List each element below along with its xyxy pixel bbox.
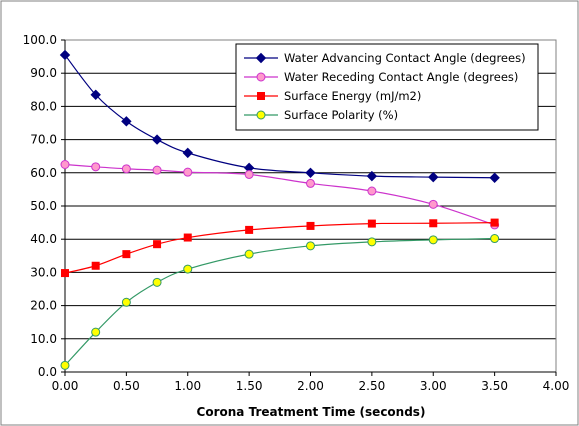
series-3 xyxy=(61,218,499,278)
data-point xyxy=(367,237,377,247)
data-point xyxy=(60,160,70,169)
data-point xyxy=(428,171,439,183)
legend-marker xyxy=(256,110,266,120)
data-point xyxy=(121,297,131,307)
legend-item: Surface Energy (mJ/m2) xyxy=(244,89,421,103)
legend-box xyxy=(235,43,539,131)
legend-marker xyxy=(256,72,266,82)
y-tick-label: 80.0 xyxy=(30,99,57,113)
x-tick-label: 0.50 xyxy=(113,379,140,393)
data-point xyxy=(152,277,162,287)
x-tick-label: 0.00 xyxy=(52,379,79,393)
data-point xyxy=(244,249,254,259)
data-point xyxy=(429,219,438,228)
y-tick-label: 0.0 xyxy=(38,365,57,379)
data-point xyxy=(490,234,500,244)
y-tick-label: 50.0 xyxy=(30,199,57,213)
data-point xyxy=(60,360,70,370)
data-point xyxy=(91,261,100,270)
data-point xyxy=(245,225,254,234)
data-point xyxy=(182,147,193,159)
x-tick-label: 2.00 xyxy=(297,379,324,393)
series-2 xyxy=(60,160,500,230)
data-point xyxy=(183,167,193,177)
y-tick-label: 70.0 xyxy=(30,133,57,147)
y-tick-label: 100.0 xyxy=(23,33,57,47)
legend-label: Water Advancing Contact Angle (degrees) xyxy=(284,51,526,65)
data-point xyxy=(367,186,377,196)
series-line xyxy=(64,237,495,366)
data-point xyxy=(490,218,499,227)
data-point xyxy=(121,116,132,127)
y-tick-label: 60.0 xyxy=(30,166,57,180)
data-point xyxy=(428,199,438,209)
data-point xyxy=(121,164,131,174)
data-point xyxy=(152,165,162,175)
data-point xyxy=(122,250,131,259)
data-point xyxy=(59,49,71,61)
legend-marker xyxy=(255,52,267,64)
x-tick-label: 1.00 xyxy=(174,379,201,393)
data-point xyxy=(91,327,101,337)
legend-item: Water Receding Contact Angle (degrees) xyxy=(244,70,518,84)
data-point xyxy=(61,269,69,278)
series-line xyxy=(64,222,495,274)
legend-label: Water Receding Contact Angle (degrees) xyxy=(284,70,518,84)
data-point xyxy=(151,134,163,145)
y-tick-label: 90.0 xyxy=(30,66,57,80)
x-axis: 0.00 0.50 1.00 1.50 2.00 2.50 3.00 3.50 4.00 xyxy=(52,371,570,393)
x-tick-label: 2.50 xyxy=(359,379,386,393)
series-1 xyxy=(59,49,500,183)
data-point xyxy=(306,178,315,188)
legend-label: Surface Polarity (%) xyxy=(284,108,398,122)
y-tick-label: 20.0 xyxy=(30,299,57,313)
y-tick-label: 10.0 xyxy=(30,332,57,346)
y-axis: 0.0 10.0 20.0 30.0 40.0 50.0 60.0 70.0 80.0 90.0 1… xyxy=(23,33,66,379)
data-point xyxy=(90,89,101,100)
data-point xyxy=(153,240,162,249)
data-point xyxy=(489,172,500,183)
x-tick-label: 4.00 xyxy=(543,379,570,393)
y-tick-label: 40.0 xyxy=(30,232,57,246)
data-point xyxy=(183,233,192,242)
data-point xyxy=(305,167,316,179)
x-tick-label: 3.00 xyxy=(420,379,447,393)
series-line xyxy=(64,54,495,179)
x-axis-title: Corona Treatment Time (seconds) xyxy=(197,405,426,419)
data-point xyxy=(366,170,378,182)
legend-marker xyxy=(257,92,265,100)
data-point xyxy=(91,162,101,172)
legend-label: Surface Energy (mJ/m2) xyxy=(284,89,421,103)
series-4 xyxy=(60,234,500,370)
data-point xyxy=(183,264,193,274)
data-point xyxy=(306,241,315,251)
series-layer xyxy=(59,49,500,370)
legend-item: Surface Polarity (%) xyxy=(244,108,398,122)
y-tick-label: 30.0 xyxy=(30,265,57,279)
data-point xyxy=(306,221,315,230)
data-point xyxy=(428,235,438,245)
data-point xyxy=(244,169,254,179)
data-point xyxy=(367,219,376,228)
legend-item: Water Advancing Contact Angle (degrees) xyxy=(244,51,526,65)
legend: Water Advancing Contact Angle (degrees) W… xyxy=(235,43,539,131)
x-tick-label: 3.50 xyxy=(481,379,508,393)
x-tick-label: 1.50 xyxy=(236,379,263,393)
series-line xyxy=(64,163,495,226)
